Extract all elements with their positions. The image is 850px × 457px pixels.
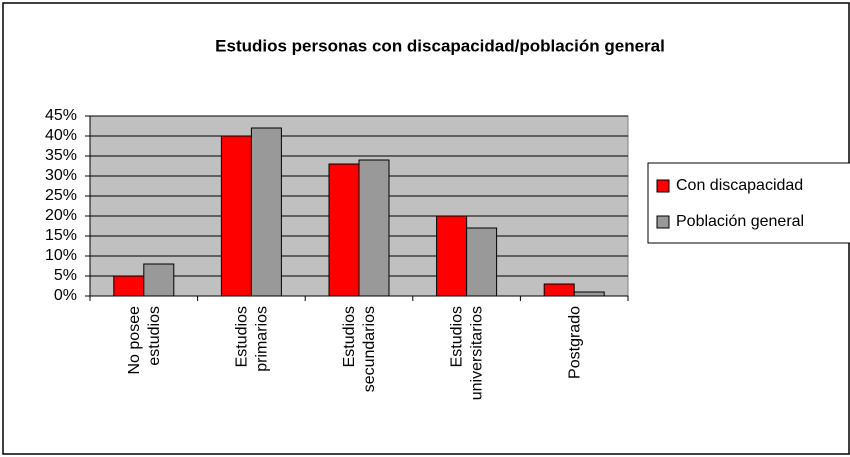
x-tick-label: Postgrado: [566, 306, 583, 379]
bar: [220, 135, 252, 297]
y-tick-label: 15%: [45, 227, 77, 244]
legend-swatch: [656, 179, 670, 193]
bar: [328, 163, 360, 297]
legend-label: Población general: [676, 213, 804, 230]
y-tick-label: 5%: [54, 267, 77, 284]
legend-label: Con discapacidad: [676, 177, 803, 194]
x-tick-label: Estudios primarios: [234, 306, 271, 372]
y-tick-label: 20%: [45, 207, 77, 224]
y-tick-label: 10%: [45, 247, 77, 264]
x-tick-label: No posee estudios: [126, 306, 163, 375]
x-tick-label: Estudios secundarios: [341, 306, 378, 392]
bar: [250, 127, 282, 297]
bar: [466, 227, 498, 297]
y-tick-label: 25%: [45, 187, 77, 204]
y-tick-label: 0%: [54, 287, 77, 304]
bar: [436, 215, 468, 297]
bar: [143, 263, 175, 297]
legend-swatch: [656, 215, 670, 229]
legend-box: [647, 162, 850, 244]
y-tick-label: 35%: [45, 147, 77, 164]
y-tick-label: 45%: [45, 107, 77, 124]
bar: [543, 283, 575, 297]
chart-title: Estudios personas con discapacidad/pobla…: [215, 36, 665, 55]
bar: [573, 291, 605, 297]
y-tick-label: 40%: [45, 127, 77, 144]
bar: [358, 159, 390, 297]
y-tick-label: 30%: [45, 167, 77, 184]
bar: [113, 275, 145, 297]
x-tick-label: Estudios universitarios: [449, 306, 486, 400]
